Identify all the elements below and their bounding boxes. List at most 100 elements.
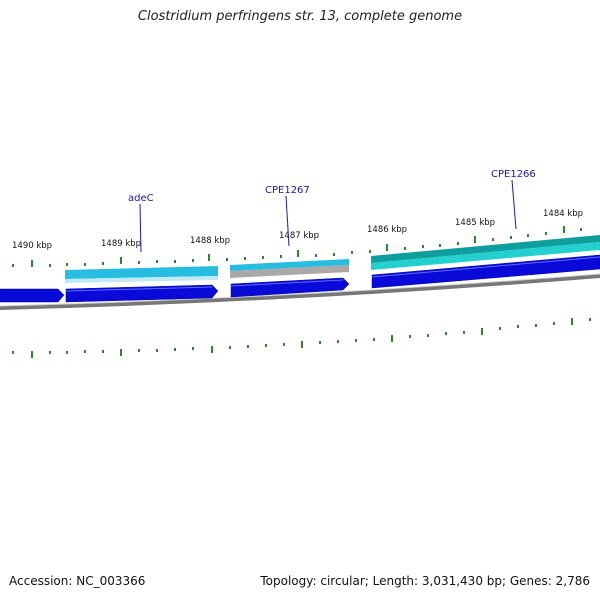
tick-mark (545, 232, 547, 235)
tick-mark (49, 264, 51, 267)
tick-mark (12, 264, 14, 267)
tick-mark (499, 327, 501, 330)
tick-mark (138, 349, 140, 352)
kbp-label: 1485 kbp (455, 218, 495, 228)
tick-mark (244, 257, 246, 260)
tick-mark (229, 346, 231, 349)
kbp-label: 1489 kbp (101, 239, 141, 249)
tick-mark (66, 263, 68, 266)
tick-mark (474, 236, 476, 243)
tick-mark (174, 348, 176, 351)
kbp-label: 1487 kbp (279, 231, 319, 241)
cds-forward-track (0, 254, 600, 303)
tick-mark (391, 335, 393, 342)
tick-mark (510, 236, 512, 239)
gene-label-CPE1266[interactable]: CPE1266 (491, 169, 536, 180)
tick-mark (138, 261, 140, 264)
tick-mark (404, 247, 406, 250)
tick-mark (571, 318, 573, 325)
tick-mark (31, 260, 33, 267)
cds-feature[interactable] (0, 288, 65, 303)
tick-mark (527, 234, 529, 237)
tick-mark (84, 263, 86, 266)
kbp-label: 1490 kbp (12, 241, 52, 251)
tick-mark (355, 339, 357, 342)
tick-mark (192, 347, 194, 350)
outer-tick-row (12, 226, 582, 267)
cds-feature-CPE1267[interactable] (230, 277, 350, 298)
tick-mark (457, 242, 459, 245)
cds-track-highlight (65, 256, 600, 292)
tick-mark (66, 351, 68, 354)
tick-mark (174, 260, 176, 263)
tick-mark (283, 343, 285, 346)
tick-mark (319, 341, 321, 344)
gene-feature-CPE1266[interactable] (371, 235, 600, 263)
tick-mark (280, 255, 282, 258)
tick-mark (120, 349, 122, 356)
tick-mark (49, 351, 51, 354)
tick-mark (31, 351, 33, 358)
accession-text: Accession: NC_003366 (9, 574, 146, 588)
gene-feature-CPE1266-lower (371, 242, 600, 270)
tick-mark (12, 351, 14, 354)
map-title: Clostridium perfringens str. 13, complet… (137, 9, 463, 24)
tick-mark (517, 325, 519, 328)
tick-mark (492, 238, 494, 241)
tick-mark (369, 250, 371, 253)
tick-mark (463, 331, 465, 334)
gene-feature-CPE1267-misc[interactable] (230, 265, 349, 278)
tick-mark (262, 256, 264, 259)
tick-mark (156, 260, 158, 263)
gene-label-CPE1267[interactable]: CPE1267 (265, 185, 310, 196)
gene-leader-line (139, 203, 142, 253)
tick-mark (211, 346, 213, 353)
kbp-scale-labels: 1490 kbp 1489 kbp 1488 kbp 1487 kbp 1486… (12, 209, 583, 251)
tick-mark (563, 226, 565, 233)
tick-mark (301, 341, 303, 348)
tick-mark (553, 322, 555, 325)
inner-tick-row (12, 318, 591, 358)
tick-mark (226, 258, 228, 261)
tick-mark (265, 344, 267, 347)
kbp-label: 1488 kbp (190, 236, 230, 246)
tick-mark (409, 335, 411, 338)
tick-mark (102, 350, 104, 353)
tick-mark (373, 338, 375, 341)
tick-mark (589, 318, 591, 321)
tick-mark (315, 254, 317, 257)
tick-mark (386, 244, 388, 251)
tick-mark (192, 259, 194, 262)
gene-label-adeC[interactable]: adeC (128, 193, 154, 204)
kbp-label: 1484 kbp (543, 209, 583, 219)
genome-backbone (0, 274, 600, 310)
tick-mark (337, 340, 339, 343)
tick-mark (580, 228, 582, 231)
gene-labels: adeC CPE1267 CPE1266 (128, 169, 536, 253)
tick-mark (445, 332, 447, 335)
gene-feature-adeC-shade (65, 276, 218, 283)
tick-mark (422, 245, 424, 248)
cds-feature-CPE1266[interactable] (371, 254, 600, 289)
gene-leader-line (285, 195, 290, 247)
tick-mark (84, 350, 86, 353)
tick-mark (439, 244, 441, 247)
tick-mark (427, 334, 429, 337)
kbp-label: 1486 kbp (367, 225, 407, 235)
gene-feature-CPE1267[interactable] (230, 259, 349, 271)
genome-backbone-highlight (0, 273, 600, 307)
feature-track (65, 235, 600, 283)
tick-mark (208, 254, 210, 261)
tick-mark (247, 345, 249, 348)
cds-feature-adeC[interactable] (65, 284, 219, 303)
tick-mark (297, 250, 299, 257)
tick-mark (333, 253, 335, 256)
tick-mark (156, 349, 158, 352)
tick-mark (481, 328, 483, 335)
gene-feature-adeC[interactable] (65, 266, 218, 279)
tick-mark (102, 262, 104, 265)
tick-mark (351, 251, 353, 254)
genome-summary-text: Topology: circular; Length: 3,031,430 bp… (260, 574, 590, 588)
